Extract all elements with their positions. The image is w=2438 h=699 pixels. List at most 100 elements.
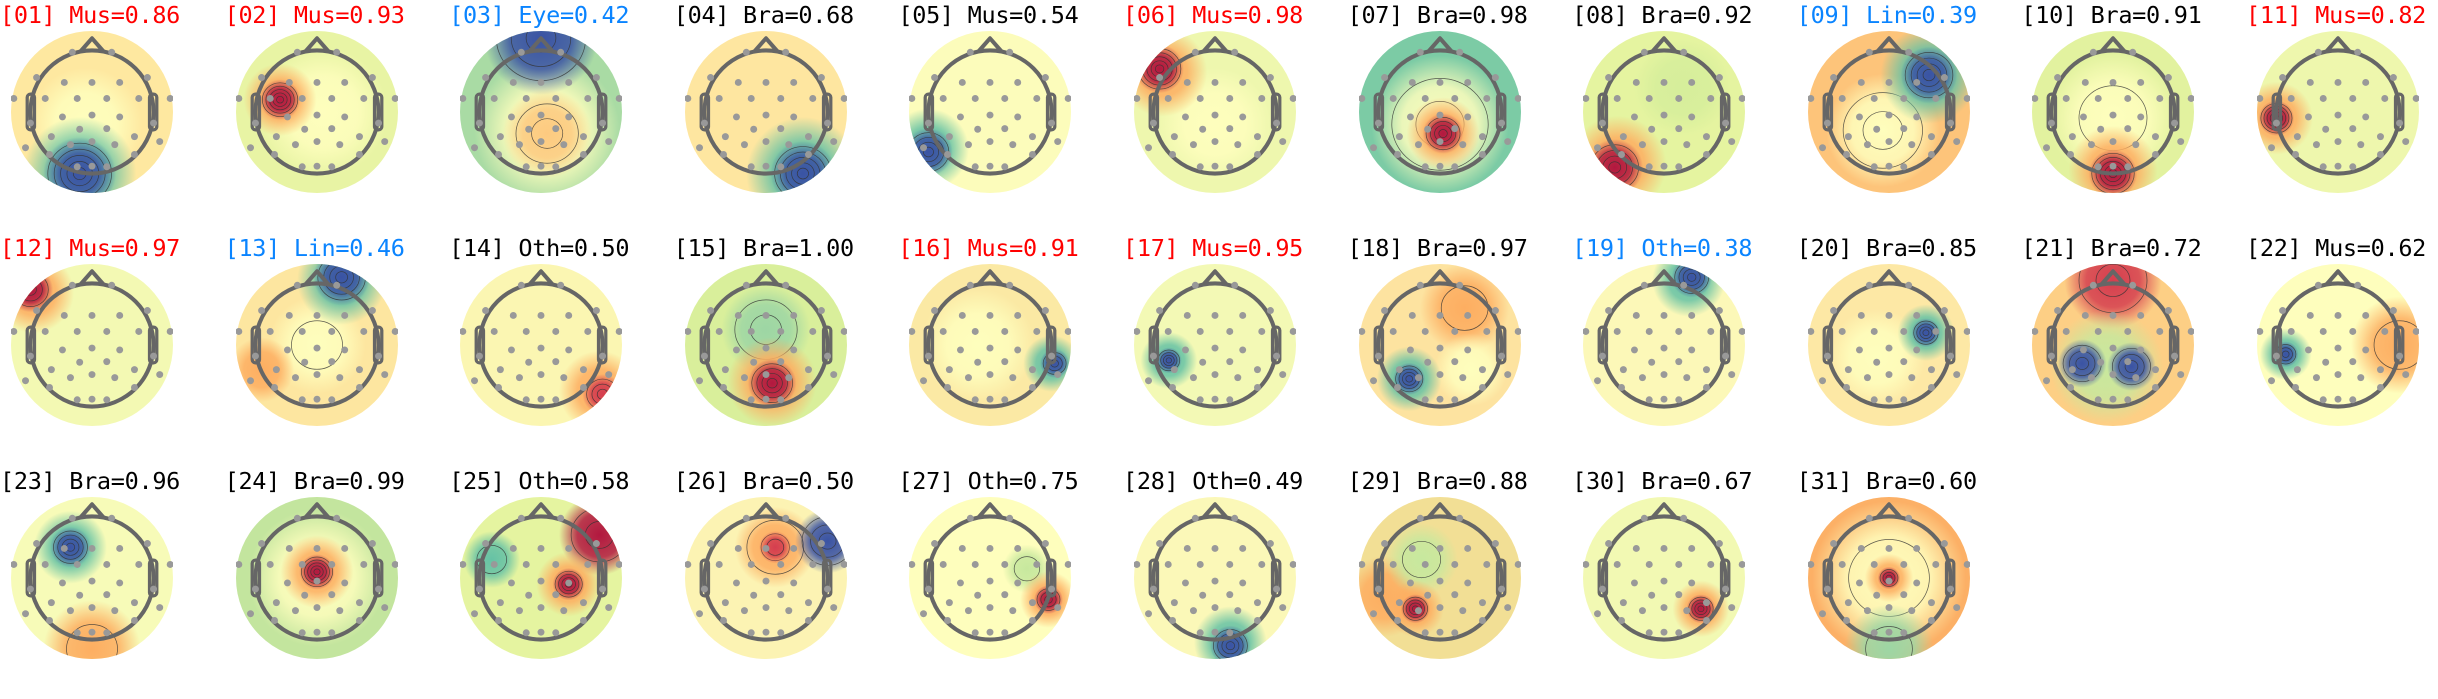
electrode-marker <box>130 599 138 607</box>
electrode-marker <box>750 358 757 366</box>
electrode-marker <box>732 579 740 587</box>
left-ear-icon <box>25 558 37 598</box>
electrode-marker <box>1001 560 1009 568</box>
electrode-marker <box>1414 141 1422 149</box>
electrode-marker <box>1514 560 1521 568</box>
electrode-marker <box>1395 133 1403 141</box>
electrode-marker <box>1908 607 1916 615</box>
electrode-marker <box>1450 591 1458 599</box>
electrode-marker <box>518 48 525 56</box>
electrode-marker <box>1006 281 1014 289</box>
component-4: [04] Bra=0.68 <box>674 0 898 233</box>
electrode-marker <box>1226 327 1234 335</box>
electrode-marker <box>715 560 723 568</box>
nose-icon <box>303 36 330 53</box>
electrode-marker <box>1029 150 1037 158</box>
electrode-marker <box>584 327 592 335</box>
contour-line <box>66 624 118 659</box>
electrode-marker <box>313 395 321 403</box>
nose-icon <box>752 269 779 286</box>
electrode-marker <box>762 577 770 585</box>
electrode-marker <box>508 113 516 121</box>
electrode-marker <box>560 374 568 382</box>
electrode-marker <box>46 616 54 624</box>
electrode-marker <box>1703 599 1711 607</box>
component-title: [19] Oth=0.38 <box>1572 234 1753 262</box>
electrode-marker <box>313 371 321 379</box>
activation-blob <box>50 526 91 568</box>
electrode-marker <box>2129 281 2137 289</box>
electrode-marker <box>974 358 982 366</box>
electrode-marker <box>73 94 81 102</box>
electrode-marker <box>1927 150 1935 158</box>
electrode-marker <box>1583 327 1590 335</box>
electrode-marker <box>1211 138 1219 146</box>
electrode-marker <box>762 628 770 636</box>
electrode-marker <box>1436 544 1444 552</box>
contour-line <box>1865 626 1913 659</box>
electrode-marker <box>1514 327 1521 335</box>
electrode-marker <box>2177 138 2185 146</box>
electrode-marker <box>130 383 138 391</box>
electrode-marker <box>251 119 259 127</box>
electrode-marker <box>1408 311 1416 319</box>
electrode-marker <box>135 327 143 335</box>
electrode-marker <box>817 307 825 315</box>
electrode-marker <box>1149 119 1157 127</box>
electrode-marker <box>2312 374 2320 382</box>
topomap <box>1807 497 1970 659</box>
electrode-marker <box>740 141 748 149</box>
electrode-marker <box>1865 281 1873 289</box>
electrode-marker <box>972 396 980 404</box>
electrode-marker <box>1406 579 1414 587</box>
electrode-marker <box>2349 125 2357 133</box>
electrode-marker <box>2048 352 2056 360</box>
electrode-marker <box>537 604 545 612</box>
activation-blob <box>1422 113 1463 154</box>
electrode-marker <box>355 150 363 158</box>
electrode-marker <box>2402 138 2410 146</box>
contour-line <box>766 377 778 389</box>
electrode-marker <box>2357 374 2365 382</box>
activation-blob <box>1900 46 1958 104</box>
contour-line <box>1608 161 1622 174</box>
electrode-marker <box>1932 94 1940 102</box>
electrode-marker <box>1633 311 1640 319</box>
electrode-marker <box>283 113 291 121</box>
electrode-marker <box>1885 604 1893 612</box>
electrode-marker <box>1905 48 1912 56</box>
nose-icon <box>1426 502 1453 519</box>
electrode-marker <box>1900 396 1908 404</box>
electrode-marker <box>944 150 952 158</box>
electrode-marker <box>715 327 723 335</box>
electrode-marker <box>1211 344 1219 352</box>
electrode-marker <box>804 150 812 158</box>
electrode-marker <box>2412 94 2419 102</box>
electrode-marker <box>557 48 565 56</box>
contour-line <box>2125 360 2139 373</box>
left-ear-icon <box>250 325 261 365</box>
left-ear-icon <box>2271 325 2283 365</box>
right-ear-icon <box>147 92 159 132</box>
electrode-marker <box>1823 352 1831 360</box>
electrode-marker <box>1374 585 1382 593</box>
electrode-marker <box>925 119 933 127</box>
electrode-marker <box>1722 352 1730 360</box>
right-ear-icon <box>372 558 384 598</box>
electrode-marker <box>522 560 530 568</box>
electrode-marker <box>1436 111 1444 119</box>
electrode-marker <box>368 540 376 548</box>
contour-line <box>2096 156 2131 191</box>
electrode-marker <box>1807 327 1815 335</box>
electrode-marker <box>1423 125 1431 133</box>
nose-icon <box>1202 269 1228 286</box>
electrode-marker <box>777 94 785 102</box>
electrode-marker <box>2312 141 2320 149</box>
head-outline <box>702 514 830 642</box>
electrode-marker <box>742 514 750 522</box>
electrode-marker <box>68 48 76 56</box>
topomap <box>684 31 847 193</box>
electrode-marker <box>1738 327 1746 335</box>
electrode-marker <box>1605 540 1613 548</box>
electrode-marker <box>2319 94 2327 102</box>
